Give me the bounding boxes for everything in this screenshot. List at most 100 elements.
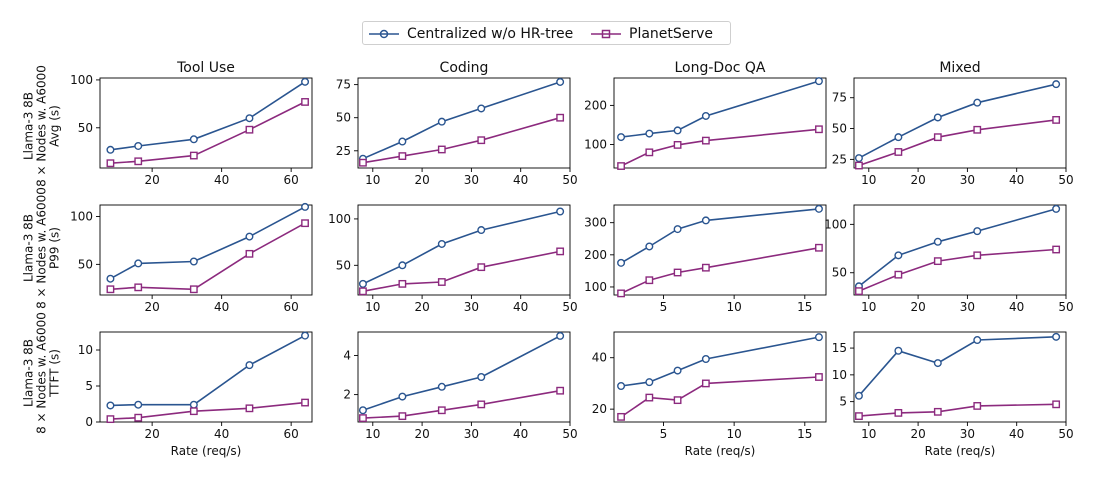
data-point	[855, 161, 863, 170]
y-tick-label: 75	[832, 91, 847, 105]
data-point	[189, 400, 198, 409]
data-point	[301, 77, 310, 86]
data-point	[134, 283, 143, 292]
y-tick-label: 100	[824, 217, 847, 231]
data-point	[645, 378, 654, 387]
axes-frame	[613, 204, 827, 296]
data-point	[106, 145, 115, 154]
data-point	[398, 392, 407, 401]
x-tick-label: 10	[365, 173, 380, 187]
series-line	[858, 403, 1057, 417]
data-point	[556, 247, 565, 256]
x-tick-label: 30	[464, 173, 479, 187]
series-line	[362, 250, 561, 293]
y-tick-label: 100	[584, 280, 607, 294]
legend-label-planetserve: PlanetServe	[629, 26, 714, 42]
data-point	[398, 137, 407, 146]
y-tick-label: 50	[832, 122, 847, 136]
data-point	[673, 225, 682, 234]
data-point	[556, 113, 565, 122]
y-tick-label: 100	[70, 209, 93, 223]
y-tick-label: 300	[584, 216, 607, 230]
x-tick-label: 30	[960, 427, 975, 441]
data-point	[398, 412, 407, 421]
x-tick-label: 50	[562, 173, 577, 187]
data-point	[301, 219, 309, 228]
axes-frame	[99, 77, 313, 169]
data-point	[358, 406, 367, 415]
data-point	[301, 398, 309, 407]
x-tick-label: 40	[1009, 300, 1024, 314]
row-label-avg: Llama-3 8B 8 × Nodes w. A6000 Avg (s)	[22, 65, 62, 187]
data-point	[556, 386, 565, 395]
data-point	[245, 249, 254, 258]
subplot: 20 40 60 50 100	[70, 202, 313, 314]
x-tick-label: 10	[365, 300, 380, 314]
data-point	[855, 412, 863, 421]
data-point	[245, 404, 254, 413]
y-tick-label: 15	[832, 341, 847, 355]
data-point	[617, 258, 626, 267]
data-point	[854, 154, 863, 163]
y-tick-label: 50	[78, 257, 93, 271]
y-tick-label: 50	[832, 266, 847, 280]
subplot: 100 200 Long-Doc QA	[584, 60, 827, 170]
data-point	[245, 125, 254, 134]
data-point	[814, 77, 823, 86]
subplot-title: Mixed	[939, 60, 980, 76]
data-point	[556, 207, 565, 216]
data-point	[701, 379, 710, 388]
data-point	[617, 382, 626, 391]
x-axis-label: Rate (req/s)	[171, 444, 242, 458]
data-point	[701, 263, 710, 272]
x-tick-label: 40	[214, 427, 229, 441]
data-point	[973, 98, 982, 107]
data-point	[673, 126, 682, 135]
data-point	[106, 159, 115, 168]
data-point	[701, 355, 710, 364]
data-point	[854, 391, 863, 400]
data-point	[973, 251, 982, 260]
data-point	[894, 133, 903, 142]
x-tick-label: 20	[414, 427, 429, 441]
data-point	[477, 373, 486, 382]
data-point	[398, 152, 407, 160]
y-tick-label: 2	[343, 388, 351, 402]
subplot: 10 20 30 40 50 50 100	[328, 204, 578, 314]
x-tick-label: 5	[660, 427, 668, 441]
x-axis-label: Rate (req/s)	[685, 444, 756, 458]
data-point	[933, 257, 942, 266]
x-tick-label: 30	[960, 173, 975, 187]
data-point	[1052, 245, 1061, 254]
data-point	[358, 279, 367, 288]
series-line	[858, 336, 1057, 397]
x-tick-label: 30	[960, 300, 975, 314]
axes-frame	[853, 204, 1067, 296]
axes-frame	[357, 204, 571, 296]
data-point	[245, 361, 254, 370]
data-point	[477, 136, 486, 145]
y-tick-label: 50	[336, 111, 351, 125]
subplot: 10 20 30 40 50 25 50 75 Mixed	[832, 60, 1074, 187]
data-point	[673, 141, 682, 149]
subplot: 10 20 30 40 50 2 4	[343, 331, 578, 441]
row-label-metric: P99 (s)	[47, 227, 62, 269]
data-point	[189, 257, 198, 266]
data-point	[1052, 332, 1061, 341]
data-point	[973, 402, 982, 410]
series-line	[110, 101, 306, 164]
data-point	[645, 148, 654, 157]
data-point	[301, 331, 310, 340]
axes-frame	[99, 204, 313, 296]
x-tick-label: 20	[414, 300, 429, 314]
subplot: 5 10 15 20 40 Rate (req/s)	[592, 331, 827, 458]
data-point	[134, 157, 143, 166]
data-point	[815, 373, 823, 381]
data-point	[477, 226, 486, 235]
data-point	[189, 135, 198, 144]
data-point	[701, 136, 710, 145]
y-tick-label: 100	[584, 138, 607, 152]
x-tick-label: 20	[910, 300, 925, 314]
data-point	[933, 133, 942, 142]
